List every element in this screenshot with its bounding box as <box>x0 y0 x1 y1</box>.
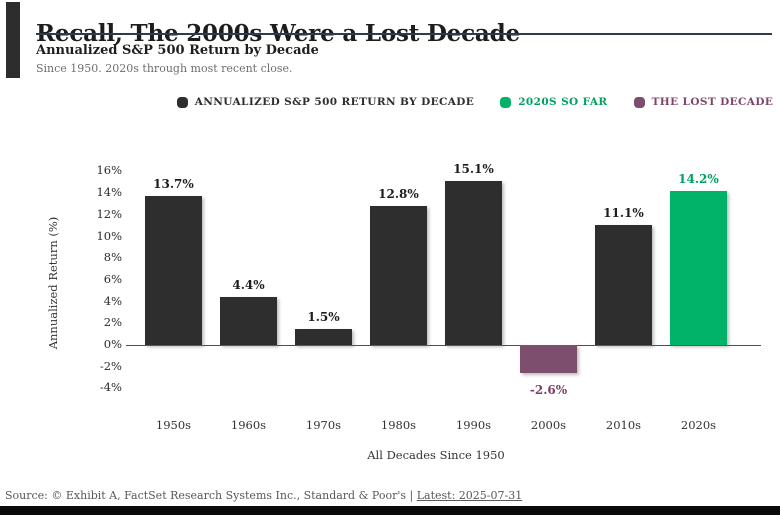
legend-label: 2020S SO FAR <box>518 96 608 108</box>
chart-note: Since 1950. 2020s through most recent cl… <box>36 62 293 75</box>
y-tick-label: 8% <box>103 250 122 265</box>
legend-item-2: THE LOST DECADE <box>633 96 774 108</box>
bar-value-label: -2.6% <box>529 383 568 398</box>
x-tick-label: 1980s <box>380 418 417 432</box>
bar-value-label: 4.4% <box>232 278 265 293</box>
chart-legend: ANNUALIZED S&P 500 RETURN BY DECADE 2020S… <box>150 94 780 110</box>
bar-value-label: 15.1% <box>453 162 494 177</box>
zero-axis-line <box>126 345 761 346</box>
x-tick-label: 1970s <box>305 418 342 432</box>
bar-1960s <box>220 297 277 345</box>
legend-swatch-icon <box>500 96 512 108</box>
title-divider <box>36 33 772 35</box>
y-axis-title: Annualized Return (%) <box>46 216 60 350</box>
bottom-black-bar <box>0 506 780 515</box>
y-tick-label: 14% <box>96 185 122 200</box>
bar-1990s <box>445 181 502 345</box>
bar-chart-plot-area: All Decades Since 1950 13.7% 1950s 4.4% 196… <box>126 155 761 485</box>
latest-date-link[interactable]: Latest: 2025-07-31 <box>416 489 523 502</box>
source-text: Source: © Exhibit A, FactSet Research Sy… <box>5 489 407 502</box>
legend-swatch-icon <box>176 96 188 108</box>
bar-1950s <box>145 196 202 345</box>
header-accent-bar <box>6 2 20 78</box>
bar-value-label: 14.2% <box>678 171 719 186</box>
legend-item-1: 2020S SO FAR <box>500 96 607 108</box>
y-axis-ticks: 16% 14% 12% 10% 8% 6% 4% 2% 0% -2% -4% <box>60 155 122 415</box>
legend-label: ANNUALIZED S&P 500 RETURN BY DECADE <box>194 96 475 108</box>
x-axis-title: All Decades Since 1950 <box>367 448 505 462</box>
bar-2000s <box>520 345 577 374</box>
x-tick-label: 1960s <box>230 418 267 432</box>
y-tick-label: 2% <box>103 315 122 330</box>
bar-1970s <box>295 328 352 345</box>
bar-2020s <box>670 190 727 345</box>
x-tick-label: 1950s <box>155 418 192 432</box>
legend-swatch-icon <box>633 96 645 108</box>
chart-subtitle: Annualized S&P 500 Return by Decade <box>36 43 319 58</box>
y-tick-label: 10% <box>96 228 122 243</box>
y-tick-label: 12% <box>96 206 122 221</box>
x-tick-label: 2010s <box>605 418 642 432</box>
y-tick-label: 16% <box>96 163 122 178</box>
bar-2010s <box>595 224 652 345</box>
legend-item-0: ANNUALIZED S&P 500 RETURN BY DECADE <box>176 96 475 108</box>
bar-value-label: 11.1% <box>603 205 644 220</box>
y-tick-label: 0% <box>103 337 122 351</box>
y-tick-label: -2% <box>99 358 122 373</box>
source-separator: | <box>406 489 417 502</box>
bar-value-label: 12.8% <box>378 187 419 202</box>
source-line: Source: © Exhibit A, FactSet Research Sy… <box>5 489 522 502</box>
x-tick-label: 2020s <box>680 418 717 432</box>
x-tick-label: 2000s <box>530 418 567 432</box>
y-tick-label: 6% <box>103 271 122 286</box>
bar-1980s <box>370 206 427 345</box>
y-tick-label: -4% <box>99 380 122 395</box>
x-tick-label: 1990s <box>455 418 492 432</box>
y-tick-label: 4% <box>103 293 122 308</box>
bar-value-label: 1.5% <box>307 309 340 324</box>
legend-label: THE LOST DECADE <box>651 96 774 108</box>
bar-value-label: 13.7% <box>153 177 194 192</box>
